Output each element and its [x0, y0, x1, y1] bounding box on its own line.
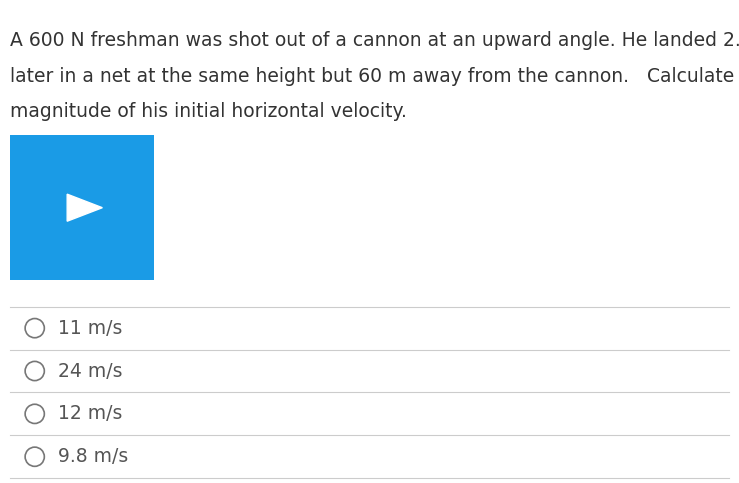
Text: 9.8 m/s: 9.8 m/s [58, 447, 128, 466]
Polygon shape [67, 194, 103, 221]
Text: 11 m/s: 11 m/s [58, 319, 122, 338]
Text: 12 m/s: 12 m/s [58, 404, 122, 424]
Text: 24 m/s: 24 m/s [58, 361, 122, 381]
Text: later in a net at the same height but 60 m away from the cannon.   Calculate the: later in a net at the same height but 60… [10, 67, 739, 85]
Bar [10, 135, 154, 280]
Text: magnitude of his initial horizontal velocity.: magnitude of his initial horizontal velo… [10, 102, 406, 121]
Text: A 600 N freshman was shot out of a cannon at an upward angle. He landed 2.5 s: A 600 N freshman was shot out of a canno… [10, 31, 739, 50]
